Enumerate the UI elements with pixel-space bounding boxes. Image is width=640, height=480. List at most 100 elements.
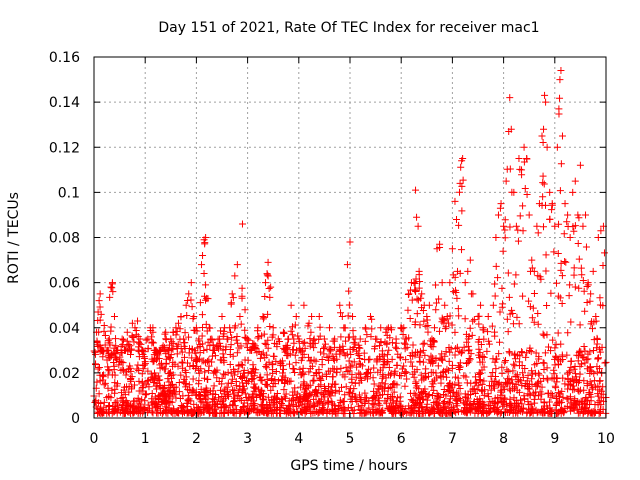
data-point-spread [530,289,538,297]
data-point-spread [549,336,557,344]
data-point-spread [401,340,409,348]
data-point-spread [554,249,562,257]
data-point-spread [582,243,590,251]
noise-point [338,383,346,391]
noise-point [226,402,234,410]
data-point-spread [508,306,516,314]
data-point-spread [515,320,523,328]
data-point-spread [191,326,199,334]
data-point-spread [567,318,575,326]
noise-point [263,375,271,383]
data-point-spread [336,343,344,351]
noise-point [271,380,279,388]
noise-point [424,392,432,400]
noise-point [189,375,197,383]
noise-point [380,387,388,395]
data-point-spread [287,327,295,335]
data-point-spread [109,288,117,296]
data-point-spread [288,331,296,339]
data-point [477,301,485,309]
data-point [412,186,420,194]
noise-point [126,351,134,359]
noise-point [155,394,163,402]
data-point [244,335,252,343]
data-point-spread [140,348,148,356]
data-point [123,328,131,336]
noise-point [547,347,555,355]
noise-point [505,348,513,356]
noise-point [538,407,546,415]
data-point-spread [593,336,601,344]
noise-point [239,369,247,377]
noise-point [203,357,211,365]
data-point-spread [453,294,461,302]
noise-point [295,402,303,410]
noise-point [491,358,499,366]
noise-point [253,349,261,357]
noise-point [220,358,228,366]
noise-point [321,385,329,393]
axis-ticks [93,56,607,419]
noise-point [333,368,341,376]
data-point-spread [512,271,520,279]
noise-point [533,359,541,367]
noise-point [565,368,573,376]
data-point-spread [288,323,296,331]
noise-point [430,386,438,394]
data-point-spread [242,340,250,348]
data-point [587,290,595,298]
data-point-spread [501,226,509,234]
noise-point [195,377,203,385]
data-point-spread [301,344,309,352]
noise-point [144,376,152,384]
data-point-spread [103,346,111,354]
noise-point [356,360,364,368]
data-point-spread [299,339,307,347]
data-point-spread [185,333,193,341]
x-tick-label: 9 [550,431,559,447]
data-point-spread [412,275,420,283]
noise-point [278,357,286,365]
noise-point [502,356,509,364]
data-point-spread [540,180,548,188]
noise-point [217,404,225,412]
noise-point [518,381,526,389]
noise-point [341,391,349,399]
data-point-spread [452,345,460,353]
noise-point [285,408,293,416]
data-point-spread [169,345,177,353]
data-point [489,301,497,309]
y-tick-label: 0.02 [49,366,80,382]
noise-point [501,358,509,366]
noise-point [541,349,549,357]
noise-point [173,407,181,415]
noise-point [167,372,175,380]
noise-point [283,352,291,360]
noise-point [466,355,474,363]
noise-point [289,364,297,372]
data-point-spread [144,344,152,352]
noise-point [119,365,127,373]
noise-point [299,381,307,389]
data-point-spread [543,301,551,309]
noise-point [402,368,410,376]
data-point [430,324,438,332]
noise-point [153,409,161,417]
noise-point [286,377,294,385]
noise-point [446,348,454,356]
noise-point [586,409,594,417]
data-point-spread [576,321,584,329]
data-point-spread [529,304,537,312]
noise-point [484,390,492,398]
noise-point [594,354,602,362]
noise-point [259,395,267,403]
data-point-spread [233,332,241,340]
noise-point [197,385,205,393]
noise-point [190,388,198,396]
noise-point [118,389,126,397]
noise-point [227,369,235,377]
noise-point [164,353,172,361]
data-point-spread [226,328,234,336]
noise-point [242,390,250,398]
data-point-spread [107,323,115,331]
